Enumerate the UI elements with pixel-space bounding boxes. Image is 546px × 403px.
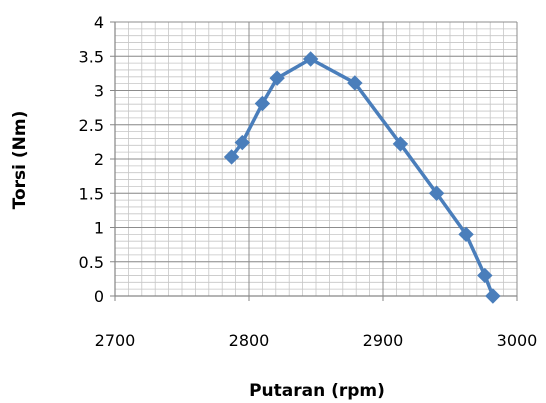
- data-point-marker: [458, 226, 474, 243]
- data-point-marker: [477, 267, 493, 284]
- x-tick-label: 2900: [363, 331, 404, 350]
- x-tick-label: 2700: [95, 331, 136, 350]
- y-tick-label: 1.5: [79, 184, 104, 203]
- x-axis-title: Putaran (rpm): [249, 381, 385, 401]
- data-point-marker: [269, 70, 285, 86]
- series-group: [223, 51, 501, 304]
- series-line: [230, 57, 495, 297]
- y-tick-label: 1: [94, 219, 104, 238]
- y-tick-label: 3: [94, 82, 104, 101]
- y-tick-label: 2: [94, 150, 104, 169]
- y-tick-label: 4: [94, 13, 104, 32]
- y-tick-label: 0: [94, 287, 104, 306]
- data-point-marker: [254, 95, 271, 112]
- axes: [110, 21, 518, 301]
- data-point-marker: [234, 134, 251, 151]
- x-tick-labels: 2700 2800 2900 3000: [95, 331, 538, 350]
- x-tick-label: 3000: [497, 331, 538, 350]
- y-tick-label: 2.5: [79, 116, 104, 135]
- y-tick-label: 0.5: [79, 253, 104, 272]
- y-tick-labels: 0 0.5 1 1.5 2 2.5 3 3.5 4: [79, 13, 104, 306]
- data-point-marker: [392, 136, 409, 152]
- data-point-marker: [223, 149, 240, 165]
- x-tick-label: 2800: [229, 331, 270, 350]
- data-point-marker: [302, 51, 319, 67]
- data-point-marker: [485, 288, 501, 304]
- data-point-marker: [428, 185, 445, 201]
- data-point-marker: [347, 75, 363, 91]
- y-tick-label: 3.5: [79, 47, 104, 66]
- y-axis-title: Torsi (Nm): [10, 111, 30, 210]
